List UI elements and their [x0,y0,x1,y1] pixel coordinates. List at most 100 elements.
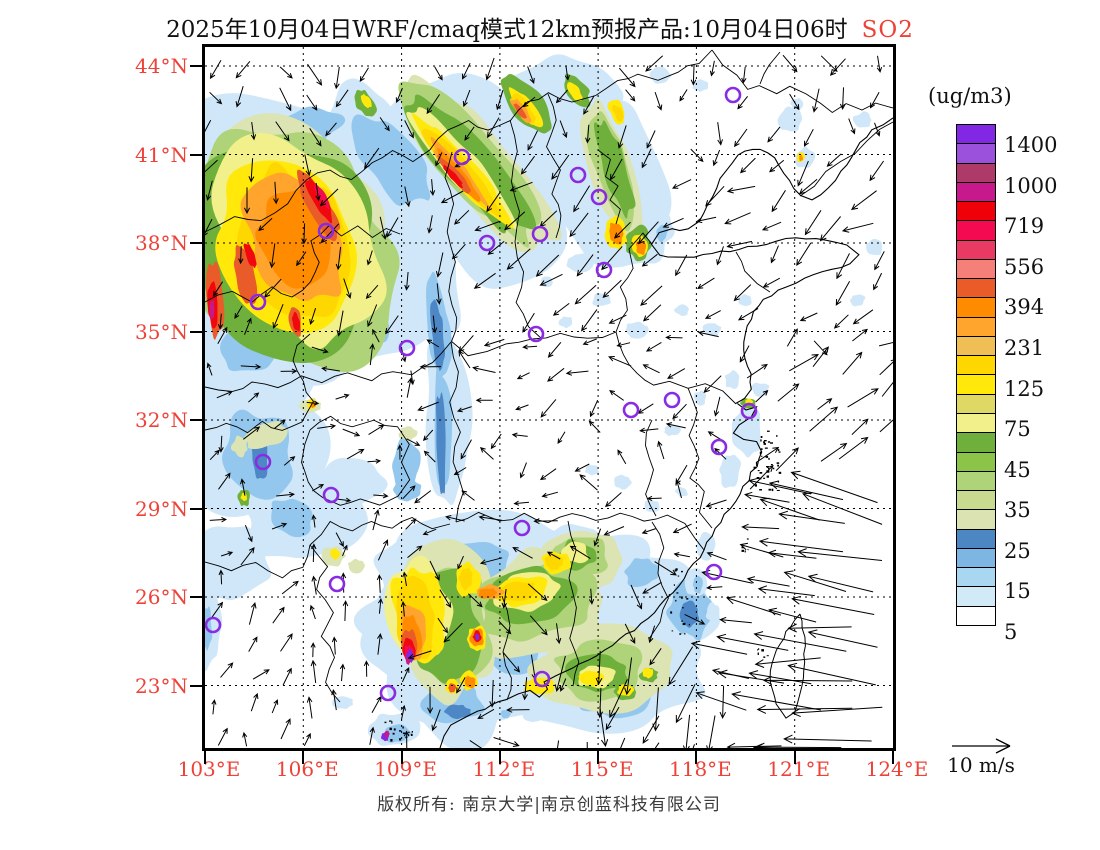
colorbar-swatch [956,528,996,549]
lat-axis-tick [190,507,202,510]
colorbar-tick-label: 231 [1004,336,1045,360]
colorbar-tick-label: 5 [1004,619,1018,644]
lon-axis-tick [302,751,305,764]
city-marker [710,438,728,456]
map-frame [202,44,896,751]
title-text: 2025年10月04日WRF/cmaq模式12km预报产品:10月04日06时 [166,17,848,43]
city-marker [513,519,531,537]
lon-axis-tick [597,751,600,764]
colorbar-swatch [956,412,996,434]
city-marker [705,563,723,581]
colorbar-tick-label: 394 [1004,295,1045,320]
lat-axis-label: 29°N [135,496,188,521]
city-marker [569,166,587,184]
colorbar-swatch [956,509,996,530]
city-marker [527,325,545,343]
lat-axis-label: 35°N [135,319,188,344]
colorbar-swatch [956,470,996,492]
lat-axis-label: 41°N [135,142,188,167]
china-so2-concentration-map [205,47,893,748]
colorbar-tick-label: 556 [1004,254,1045,279]
lon-axis-label: 109°E [374,757,437,781]
lat-axis-label: 32°N [135,408,188,432]
colorbar-tick-label: 25 [1004,538,1031,563]
city-marker [254,453,272,471]
colorbar-swatch [956,586,996,607]
colorbar-swatch [956,181,996,203]
lon-axis-label: 106°E [275,757,339,781]
lat-axis-tick [190,419,202,421]
colorbar-swatch [956,335,996,357]
colorbar-swatch [956,547,996,569]
colorbar-tick-label: 1400 [1004,133,1058,158]
colorbar-tick-label: 15 [1004,579,1031,604]
lon-axis-label: 121°E [767,757,831,781]
city-marker [328,575,346,593]
lon-axis-tick [498,751,501,764]
lon-axis-label: 115°E [570,757,634,781]
city-marker [249,293,267,311]
lon-axis-tick [400,751,403,764]
city-marker [398,339,416,357]
page-title: 2025年10月04日WRF/cmaq模式12km预报产品:10月04日06时 S… [60,10,1020,44]
wind-scale-arrow [952,738,1011,754]
colorbar-swatch [956,162,996,183]
colorbar-swatch [956,239,996,260]
lon-axis-tick [204,751,206,764]
colorbar-tick-label: 75 [1004,417,1031,441]
colorbar-swatch [956,605,996,626]
colorbar-swatch [956,490,996,511]
colorbar-swatch [956,374,996,395]
colorbar-swatch [956,297,996,318]
lat-axis-tick [190,684,202,687]
lat-axis-label: 23°N [135,673,188,698]
city-marker [317,222,335,240]
lat-axis-tick [190,596,202,598]
colorbar-swatch [956,316,996,337]
colorbar-swatch [956,355,996,376]
colorbar-swatch [956,451,996,472]
lon-axis-label: 118°E [669,757,732,781]
lat-axis-tick [190,242,202,244]
colorbar-swatch [956,143,996,164]
lat-axis-label: 38°N [135,231,188,255]
colorbar-unit-label: (ug/m3) [928,84,1012,108]
colorbar-tick-label: 35 [1004,498,1031,523]
colorbar-tick-label: 1000 [1004,173,1058,198]
city-marker [379,684,397,702]
colorbar-swatch [956,393,996,414]
lat-axis-tick [190,153,202,156]
colorbar-swatch [956,258,996,280]
city-marker [531,225,549,243]
lon-axis-tick [892,751,894,764]
city-marker [453,148,471,166]
copyright-text: 版权所有: 南京大学|南京创蓝科技有限公司 [377,795,721,815]
colorbar-swatch [956,124,996,145]
lat-axis-tick [190,65,202,67]
city-marker [478,234,496,252]
colorbar-swatch [956,201,996,222]
lon-axis-label: 112°E [472,757,536,781]
pollutant-label: SO2 [861,17,914,43]
city-marker [595,261,613,279]
city-marker [322,486,340,504]
lon-axis-tick [793,751,796,764]
colorbar-tick-label: 125 [1004,376,1045,401]
colorbar-tick-label: 45 [1004,457,1031,482]
city-marker [533,670,551,688]
lon-axis-tick [695,751,698,764]
lat-axis-label: 26°N [135,585,188,609]
city-marker [590,188,608,206]
wind-scale-label: 10 m/s [947,753,1015,777]
city-marker [205,616,222,634]
colorbar-swatch [956,567,996,588]
colorbar-swatch [956,278,996,299]
city-marker [663,391,681,409]
lon-axis-label: 124°E [865,757,929,781]
lon-axis-label: 103°E [177,757,241,781]
colorbar-swatch [956,220,996,241]
city-marker [622,401,640,419]
city-marker [740,402,758,420]
lat-axis-label: 44°N [135,54,188,78]
